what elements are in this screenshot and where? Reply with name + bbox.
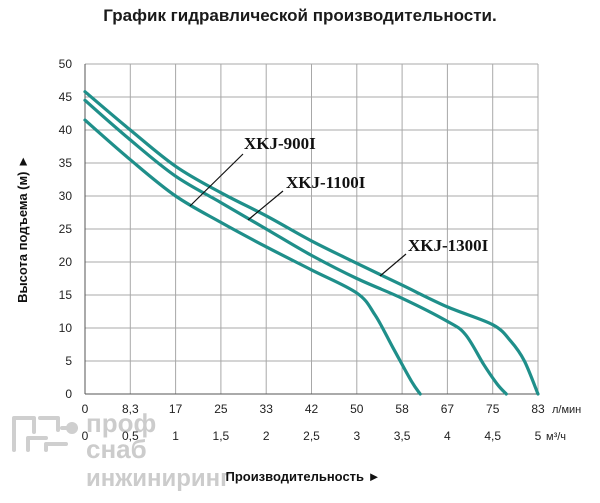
y-tick-label: 30 <box>59 189 73 203</box>
series-label-xkj-1100i: XKJ-1100I <box>286 173 366 192</box>
watermark-line1: проф <box>86 408 156 438</box>
x-unit-lmin: л/мин <box>552 404 581 416</box>
x-tick-label-m3h: 1 <box>172 429 179 443</box>
x-tick-label-m3h: 0 <box>82 429 89 443</box>
y-tick-label: 25 <box>59 222 73 236</box>
y-tick-label: 10 <box>59 321 73 335</box>
series-label-xkj-900i: XKJ-900I <box>244 134 316 153</box>
x-tick-label-m3h: 2,5 <box>303 429 320 443</box>
series-line-xkj-1100i <box>83 98 508 396</box>
x-tick-label-m3h: 5 <box>535 429 542 443</box>
x-axis-label: Производительность ► <box>225 469 380 484</box>
x-tick-label-lmin: 75 <box>486 402 500 416</box>
y-tick-label: 15 <box>59 288 73 302</box>
y-tick-label: 45 <box>59 90 73 104</box>
y-tick-label: 35 <box>59 156 73 170</box>
x-tick-label-m3h: 3 <box>353 429 360 443</box>
series-line-xkj-1300i <box>83 90 540 396</box>
chart-title: График гидравлической производительности… <box>103 6 497 25</box>
x-tick-label-lmin: 8,3 <box>122 402 139 416</box>
x-tick-label-lmin: 50 <box>350 402 364 416</box>
x-tick-label-m3h: 1,5 <box>213 429 230 443</box>
series-line-xkj-900i <box>83 118 422 396</box>
watermark-line3: инжиниринг <box>86 465 230 492</box>
watermark-logo: проф снаб инжиниринг <box>12 408 230 492</box>
y-tick-label: 40 <box>59 123 73 137</box>
x-tick-label-lmin: 33 <box>260 402 274 416</box>
series-label-xkj-1300i: XKJ-1300I <box>408 236 489 255</box>
x-tick-label-m3h: 4 <box>444 429 451 443</box>
x-tick-label-lmin: 25 <box>214 402 228 416</box>
x-tick-label-lmin: 67 <box>441 402 455 416</box>
y-tick-label: 50 <box>59 57 73 71</box>
y-tick-label: 20 <box>59 255 73 269</box>
watermark-line2: снаб <box>86 434 147 464</box>
series-label-leader <box>189 153 244 207</box>
y-tick-label: 5 <box>65 354 72 368</box>
x-tick-label-lmin: 58 <box>395 402 409 416</box>
x-tick-label-lmin: 17 <box>169 402 183 416</box>
x-tick-label-m3h: 3,5 <box>394 429 411 443</box>
x-tick-label-m3h: 4,5 <box>484 429 501 443</box>
x-tick-label-m3h: 0,5 <box>122 429 139 443</box>
x-tick-label-lmin: 83 <box>531 402 545 416</box>
x-tick-label-m3h: 2 <box>263 429 270 443</box>
y-tick-label: 0 <box>65 387 72 401</box>
y-axis-label: Высота подъема (м) ► <box>15 155 30 303</box>
series-label-leader <box>379 253 407 277</box>
x-tick-label-lmin: 0 <box>82 402 89 416</box>
x-tick-label-lmin: 42 <box>305 402 319 416</box>
series-label-leader <box>247 190 284 221</box>
x-unit-m3h: м³/ч <box>546 431 566 443</box>
